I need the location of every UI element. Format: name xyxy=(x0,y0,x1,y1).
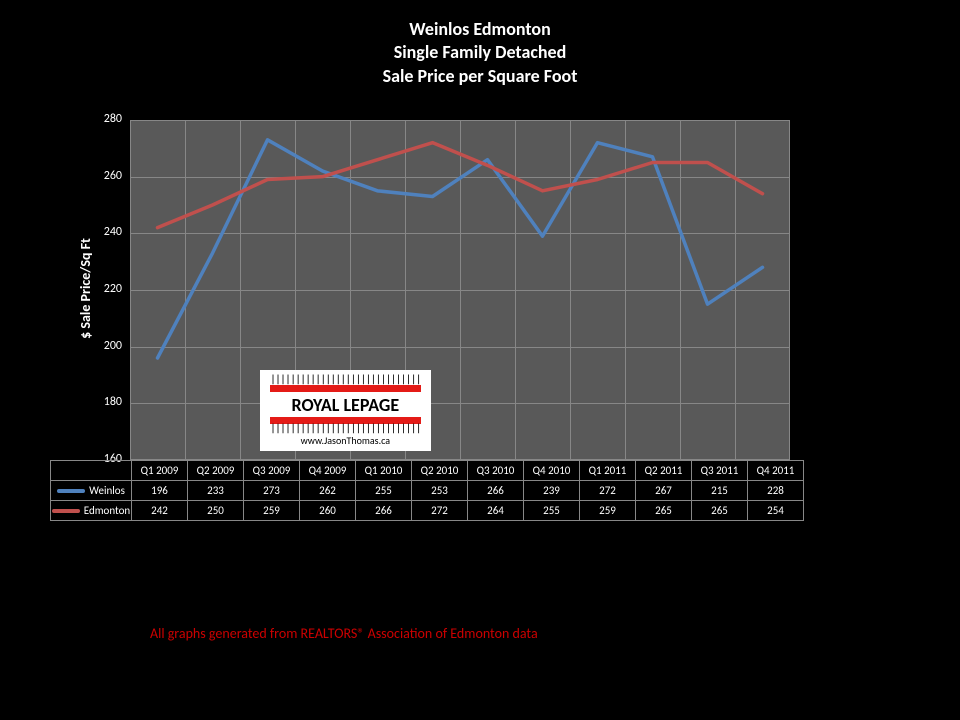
table-cell: 265 xyxy=(692,501,748,521)
table-cell: 264 xyxy=(468,501,524,521)
series-label-cell: Edmonton xyxy=(51,501,132,521)
table-header-cell: Q1 2009 xyxy=(132,461,188,481)
title-line-1: Weinlos Edmonton xyxy=(409,18,551,40)
series-name: Weinlos xyxy=(89,484,125,497)
y-tick-label: 200 xyxy=(92,339,122,353)
brand-logo: |||||||||||||||||||||||||||||| ROYAL LEP… xyxy=(260,370,431,451)
table-cell: 262 xyxy=(300,481,356,501)
data-table: Q1 2009Q2 2009Q3 2009Q4 2009Q1 2010Q2 20… xyxy=(50,460,804,521)
series-label-cell: Weinlos xyxy=(51,481,132,501)
title-line-3: Sale Price per Square Foot xyxy=(383,65,578,87)
table-header-row: Q1 2009Q2 2009Q3 2009Q4 2009Q1 2010Q2 20… xyxy=(51,461,804,481)
table-cell: 255 xyxy=(524,501,580,521)
table-cell: 265 xyxy=(636,501,692,521)
footer-note: All graphs generated from REALTORS® Asso… xyxy=(150,625,538,642)
table-cell: 242 xyxy=(132,501,188,521)
chart-lines xyxy=(130,120,790,460)
table-cell: 253 xyxy=(412,481,468,501)
logo-redbar-top xyxy=(270,385,421,392)
series-line-edmonton xyxy=(158,143,763,228)
table-cell: 273 xyxy=(244,481,300,501)
table-cell: 272 xyxy=(580,481,636,501)
table-cell: 233 xyxy=(188,481,244,501)
y-tick-label: 260 xyxy=(92,169,122,183)
table-cell: 272 xyxy=(412,501,468,521)
table-header-cell: Q4 2010 xyxy=(524,461,580,481)
logo-bars-top: |||||||||||||||||||||||||||||| xyxy=(270,376,421,384)
table-corner-cell xyxy=(51,461,132,481)
logo-bars-bottom: |||||||||||||||||||||||||||||| xyxy=(270,425,421,433)
table-header-cell: Q3 2011 xyxy=(692,461,748,481)
y-tick-label: 180 xyxy=(92,395,122,409)
table-cell: 254 xyxy=(748,501,804,521)
y-tick-label: 240 xyxy=(92,225,122,239)
table-cell: 215 xyxy=(692,481,748,501)
table-row: Weinlos 196233273262255253266239272267215… xyxy=(51,481,804,501)
chart-container: Weinlos Edmonton Single Family Detached … xyxy=(0,0,960,720)
table-header-cell: Q1 2011 xyxy=(580,461,636,481)
legend-swatch xyxy=(57,489,85,493)
table-header-cell: Q2 2009 xyxy=(188,461,244,481)
chart-title: Weinlos Edmonton Single Family Detached … xyxy=(0,0,960,88)
y-tick-label: 280 xyxy=(92,112,122,126)
table-cell: 228 xyxy=(748,481,804,501)
table-row: Edmonton24225025926026627226425525926526… xyxy=(51,501,804,521)
table-header-cell: Q3 2009 xyxy=(244,461,300,481)
series-name: Edmonton xyxy=(84,504,130,517)
table-header-cell: Q2 2010 xyxy=(412,461,468,481)
y-tick-label: 220 xyxy=(92,282,122,296)
legend-swatch xyxy=(52,509,80,513)
table-header-cell: Q1 2010 xyxy=(356,461,412,481)
table-cell: 239 xyxy=(524,481,580,501)
table-header-cell: Q4 2011 xyxy=(748,461,804,481)
table-cell: 259 xyxy=(244,501,300,521)
table-cell: 266 xyxy=(356,501,412,521)
table-cell: 255 xyxy=(356,481,412,501)
table-header-cell: Q2 2011 xyxy=(636,461,692,481)
table-cell: 260 xyxy=(300,501,356,521)
title-line-2: Single Family Detached xyxy=(394,41,567,63)
table-cell: 259 xyxy=(580,501,636,521)
logo-url: www.JasonThomas.ca xyxy=(270,434,421,447)
table-cell: 267 xyxy=(636,481,692,501)
table-cell: 250 xyxy=(188,501,244,521)
table-header-cell: Q3 2010 xyxy=(468,461,524,481)
table-header-cell: Q4 2009 xyxy=(300,461,356,481)
table-cell: 266 xyxy=(468,481,524,501)
table-cell: 196 xyxy=(132,481,188,501)
series-line-weinlos xyxy=(158,140,763,358)
logo-brand-name: ROYAL LEPAGE xyxy=(270,394,421,416)
